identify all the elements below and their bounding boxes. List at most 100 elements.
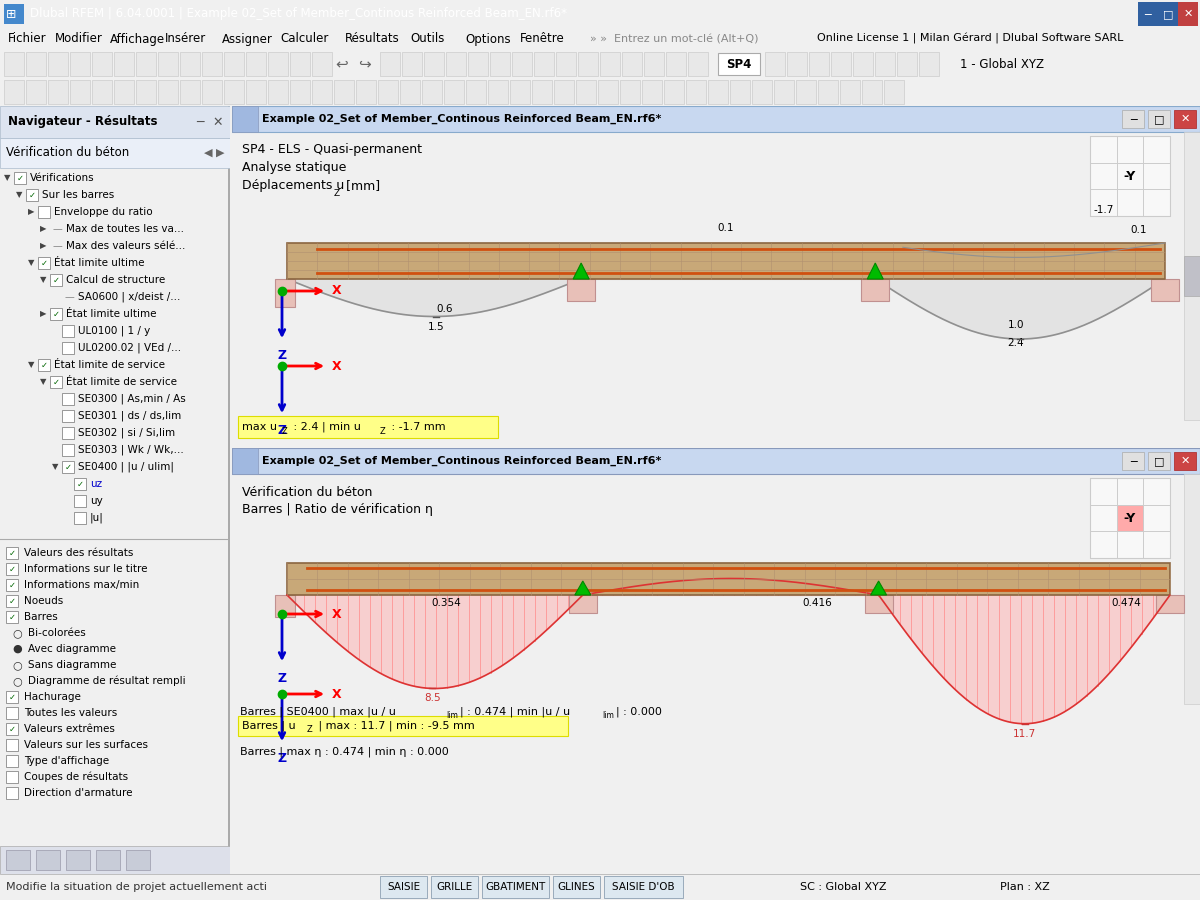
Bar bbox=[1184, 132, 1200, 420]
Text: ▼: ▼ bbox=[40, 275, 47, 284]
Bar bbox=[4, 52, 24, 76]
Bar bbox=[840, 80, 860, 104]
Text: Vérification du béton: Vérification du béton bbox=[242, 485, 372, 499]
Text: ✓: ✓ bbox=[8, 613, 16, 622]
Bar bbox=[92, 52, 112, 76]
Text: État limite de service: État limite de service bbox=[54, 360, 166, 370]
Bar bbox=[158, 52, 178, 76]
Text: -Y: -Y bbox=[1124, 169, 1136, 183]
Text: uy: uy bbox=[90, 496, 103, 506]
Bar bbox=[70, 80, 90, 104]
Bar bbox=[96, 850, 120, 870]
Bar bbox=[569, 595, 596, 613]
Bar bbox=[48, 80, 68, 104]
Bar bbox=[1122, 110, 1144, 128]
Bar bbox=[830, 52, 851, 76]
Bar bbox=[0, 138, 230, 168]
Text: ▶: ▶ bbox=[40, 224, 47, 233]
Bar bbox=[38, 359, 50, 371]
Text: ─: ─ bbox=[1145, 9, 1151, 19]
Text: 0.6: 0.6 bbox=[437, 303, 454, 313]
Text: ✓: ✓ bbox=[8, 692, 16, 701]
Text: SE0301 | ds / ds,lim: SE0301 | ds / ds,lim bbox=[78, 410, 181, 421]
Text: ✓: ✓ bbox=[65, 463, 72, 472]
Bar bbox=[686, 80, 706, 104]
Bar bbox=[62, 393, 74, 405]
Bar bbox=[1156, 595, 1184, 613]
Bar bbox=[1090, 478, 1170, 558]
Text: ↪: ↪ bbox=[358, 57, 371, 71]
Bar bbox=[26, 52, 46, 76]
Text: ✓: ✓ bbox=[8, 724, 16, 733]
Bar bbox=[6, 707, 18, 719]
Text: Informations max/min: Informations max/min bbox=[24, 580, 139, 590]
Text: ✓: ✓ bbox=[29, 191, 36, 200]
Text: —: — bbox=[65, 292, 74, 302]
Text: ✓: ✓ bbox=[17, 174, 24, 183]
Text: ✕: ✕ bbox=[1181, 114, 1189, 124]
Text: ●: ● bbox=[12, 644, 22, 654]
Bar bbox=[246, 80, 266, 104]
Bar bbox=[6, 850, 30, 870]
Text: SA0600 | x/deist /...: SA0600 | x/deist /... bbox=[78, 292, 180, 302]
Text: ▼: ▼ bbox=[28, 361, 35, 370]
Text: UL0200.02 | VEd /...: UL0200.02 | VEd /... bbox=[78, 343, 181, 353]
Bar bbox=[356, 80, 376, 104]
Text: État limite ultime: État limite ultime bbox=[66, 309, 156, 319]
Text: Type d'affichage: Type d'affichage bbox=[24, 756, 109, 766]
Text: GRILLE: GRILLE bbox=[437, 882, 473, 892]
Bar bbox=[228, 106, 230, 874]
Bar bbox=[422, 80, 442, 104]
Text: Z: Z bbox=[380, 427, 385, 436]
Text: 0.416: 0.416 bbox=[802, 598, 832, 608]
Text: Plan : XZ: Plan : XZ bbox=[1000, 882, 1050, 892]
Text: Max des valeurs sélé...: Max des valeurs sélé... bbox=[66, 241, 185, 251]
Text: X: X bbox=[332, 688, 342, 700]
Text: SP4: SP4 bbox=[726, 58, 751, 70]
Text: X: X bbox=[332, 284, 342, 298]
Text: Barres | max η : 0.474 | min η : 0.000: Barres | max η : 0.474 | min η : 0.000 bbox=[240, 747, 449, 757]
Text: 11.7: 11.7 bbox=[1013, 729, 1037, 739]
Bar bbox=[6, 691, 18, 703]
Text: Navigateur - Résultats: Navigateur - Résultats bbox=[8, 115, 157, 129]
Text: ✓: ✓ bbox=[8, 597, 16, 606]
Bar bbox=[62, 410, 74, 422]
Bar bbox=[224, 52, 244, 76]
Bar bbox=[92, 80, 112, 104]
Bar bbox=[6, 723, 18, 735]
Bar bbox=[688, 52, 708, 76]
Text: ✓: ✓ bbox=[77, 480, 84, 489]
Text: lim: lim bbox=[602, 712, 614, 721]
Bar bbox=[114, 52, 134, 76]
Bar bbox=[898, 52, 917, 76]
Text: Assigner: Assigner bbox=[222, 32, 272, 46]
Text: ○: ○ bbox=[12, 660, 22, 670]
Bar bbox=[202, 80, 222, 104]
Text: Insérer: Insérer bbox=[166, 32, 206, 46]
Polygon shape bbox=[575, 581, 590, 595]
Bar bbox=[38, 206, 50, 218]
Bar bbox=[642, 80, 662, 104]
Text: Diagramme de résultat rempli: Diagramme de résultat rempli bbox=[28, 676, 186, 686]
Bar bbox=[268, 52, 288, 76]
Text: Déplacements u: Déplacements u bbox=[242, 179, 344, 193]
Bar bbox=[275, 279, 295, 307]
Text: Fichier: Fichier bbox=[8, 32, 47, 46]
Bar bbox=[6, 771, 18, 783]
Bar bbox=[50, 308, 62, 320]
Text: Dlubal RFEM | 6.04.0001 | Example 02_Set of Member_Continous Reinforced Beam_EN.: Dlubal RFEM | 6.04.0001 | Example 02_Set… bbox=[30, 7, 568, 21]
Bar bbox=[1148, 110, 1170, 128]
Bar bbox=[552, 876, 600, 898]
Bar bbox=[238, 716, 568, 736]
Text: Example 02_Set of Member_Continous Reinforced Beam_EN.rf6*: Example 02_Set of Member_Continous Reinf… bbox=[262, 114, 661, 124]
Text: Analyse statique: Analyse statique bbox=[242, 161, 347, 175]
Text: ⊞: ⊞ bbox=[6, 7, 17, 21]
Text: Z: Z bbox=[277, 424, 287, 437]
Text: Calculer: Calculer bbox=[280, 32, 329, 46]
Bar bbox=[62, 342, 74, 354]
Text: Z: Z bbox=[334, 188, 340, 197]
Bar bbox=[312, 52, 332, 76]
Text: 1.5: 1.5 bbox=[428, 321, 444, 331]
Bar bbox=[74, 495, 86, 507]
Bar bbox=[488, 80, 508, 104]
